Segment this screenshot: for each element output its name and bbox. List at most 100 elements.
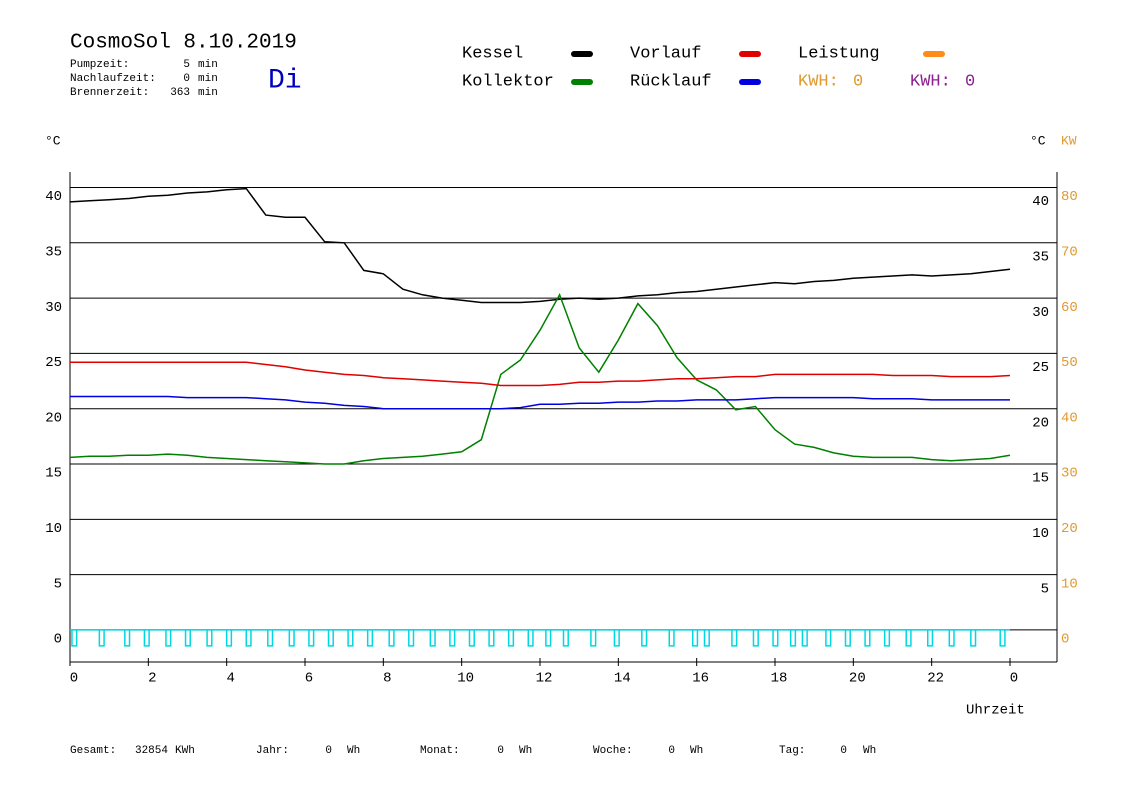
- pump-pulse: [590, 629, 597, 647]
- x-tick-label: 0: [70, 671, 78, 687]
- pump-pulse: [948, 629, 955, 647]
- footer-value: 0: [668, 745, 675, 757]
- y-tick-label: 30: [45, 300, 62, 316]
- legend-label: Rücklauf: [630, 72, 712, 91]
- x-tick-label: 16: [692, 671, 709, 687]
- x-tick-label: 10: [457, 671, 474, 687]
- x-axis-label: Uhrzeit: [966, 703, 1025, 719]
- day: Di: [268, 65, 302, 96]
- y-tick-label: 5: [54, 576, 62, 592]
- legend-label: Kollektor: [462, 72, 554, 91]
- info-label: Brennerzeit:: [70, 87, 149, 99]
- y2-tick-label: 10: [1061, 576, 1078, 592]
- pump-pulse: [692, 629, 699, 647]
- series-line: [70, 395, 1010, 410]
- pump-pulse: [71, 629, 78, 647]
- y-tick-label: 25: [45, 355, 62, 371]
- footer-value: 0: [497, 745, 504, 757]
- legend-label: Vorlauf: [630, 44, 701, 63]
- y-axis-label: °C: [45, 133, 61, 148]
- pump-pulse: [267, 629, 274, 647]
- y-right-tick-label: 35: [1032, 249, 1049, 265]
- footer-label: Jahr:: [256, 745, 289, 757]
- footer-label: Woche:: [593, 745, 633, 757]
- y-right-tick-label: 20: [1032, 415, 1049, 431]
- y-right-tick-label: 25: [1032, 360, 1049, 376]
- y-tick-label: 35: [45, 244, 62, 260]
- info-label: Nachlaufzeit:: [70, 73, 156, 85]
- pump-pulse: [668, 629, 675, 647]
- pump-pulse: [449, 629, 456, 647]
- y-right-tick-label: 5: [1041, 581, 1049, 597]
- pump-pulse: [703, 629, 710, 647]
- pump-pulse: [883, 629, 891, 647]
- pump-pulse: [388, 629, 395, 647]
- y2-tick-label: 20: [1061, 521, 1078, 537]
- info-value: 0: [183, 73, 190, 85]
- footer-value: 32854: [135, 745, 168, 757]
- legend-label: Leistung: [798, 44, 880, 63]
- y-tick-label: 10: [45, 521, 62, 537]
- series-line: [69, 293, 1011, 465]
- pump-pulse: [184, 629, 191, 647]
- pump-pulse: [641, 629, 648, 647]
- x-tick-label: 14: [614, 671, 631, 687]
- pump-pulse: [545, 629, 552, 647]
- pump-pulse: [789, 629, 797, 647]
- y2-tick-label: 60: [1061, 300, 1078, 316]
- pump-pulse: [488, 629, 495, 647]
- footer-label: Gesamt:: [70, 745, 116, 757]
- pump-pulse: [308, 629, 315, 647]
- pump-pulse: [562, 629, 569, 647]
- pump-pulse: [245, 629, 252, 647]
- pump-pulse: [165, 629, 172, 647]
- x-tick-label: 22: [927, 671, 944, 687]
- info-unit: min: [198, 73, 218, 85]
- kwh-label: KWH:: [798, 72, 839, 91]
- info-unit: min: [198, 59, 218, 71]
- pump-pulse: [124, 629, 131, 647]
- pump-pulse: [825, 629, 832, 647]
- y-tick-label: 40: [45, 189, 62, 205]
- footer-label: Monat:: [420, 745, 460, 757]
- pump-pulse: [98, 629, 105, 647]
- footer-unit: Wh: [690, 745, 703, 757]
- pump-pulse: [905, 629, 912, 647]
- kwh-value: 0: [965, 72, 975, 91]
- y2-tick-label: 30: [1061, 466, 1078, 482]
- footer-value: 0: [840, 745, 847, 757]
- x-tick-label: 8: [383, 671, 391, 687]
- pump-pulse: [527, 629, 534, 647]
- footer-label: Tag:: [779, 745, 805, 757]
- series-line: [70, 361, 1011, 387]
- footer-unit: Wh: [863, 745, 876, 757]
- pump-pulse: [507, 629, 515, 647]
- pump-pulse: [366, 629, 374, 647]
- pump-pulse: [752, 629, 759, 647]
- y2-tick-label: 40: [1061, 410, 1078, 426]
- footer-value: 0: [325, 745, 332, 757]
- x-tick-label: 4: [226, 671, 234, 687]
- footer-unit: Wh: [347, 745, 360, 757]
- y-tick-label: 0: [54, 632, 62, 648]
- pump-pulse: [927, 629, 934, 647]
- pump-pulse: [206, 629, 213, 647]
- pump-pulse: [864, 629, 871, 647]
- pump-pulse: [429, 629, 436, 647]
- x-tick-label: 18: [771, 671, 788, 687]
- y-right-tick-label: 40: [1032, 194, 1049, 210]
- pump-pulse: [327, 629, 334, 647]
- y2-axis-label-c: °C: [1030, 133, 1046, 148]
- footer-unit: Wh: [519, 745, 532, 757]
- pump-pulse: [347, 629, 354, 647]
- pump-pulse: [844, 629, 851, 647]
- pump-pulse: [613, 629, 620, 647]
- y-right-tick-label: 30: [1032, 305, 1049, 321]
- pump-pulse: [999, 629, 1006, 647]
- pump-pulse: [143, 629, 150, 647]
- pump-pulse: [288, 629, 295, 647]
- pump-pulse: [408, 629, 415, 647]
- pump-pulse: [970, 629, 977, 647]
- y-right-tick-label: 15: [1032, 471, 1049, 487]
